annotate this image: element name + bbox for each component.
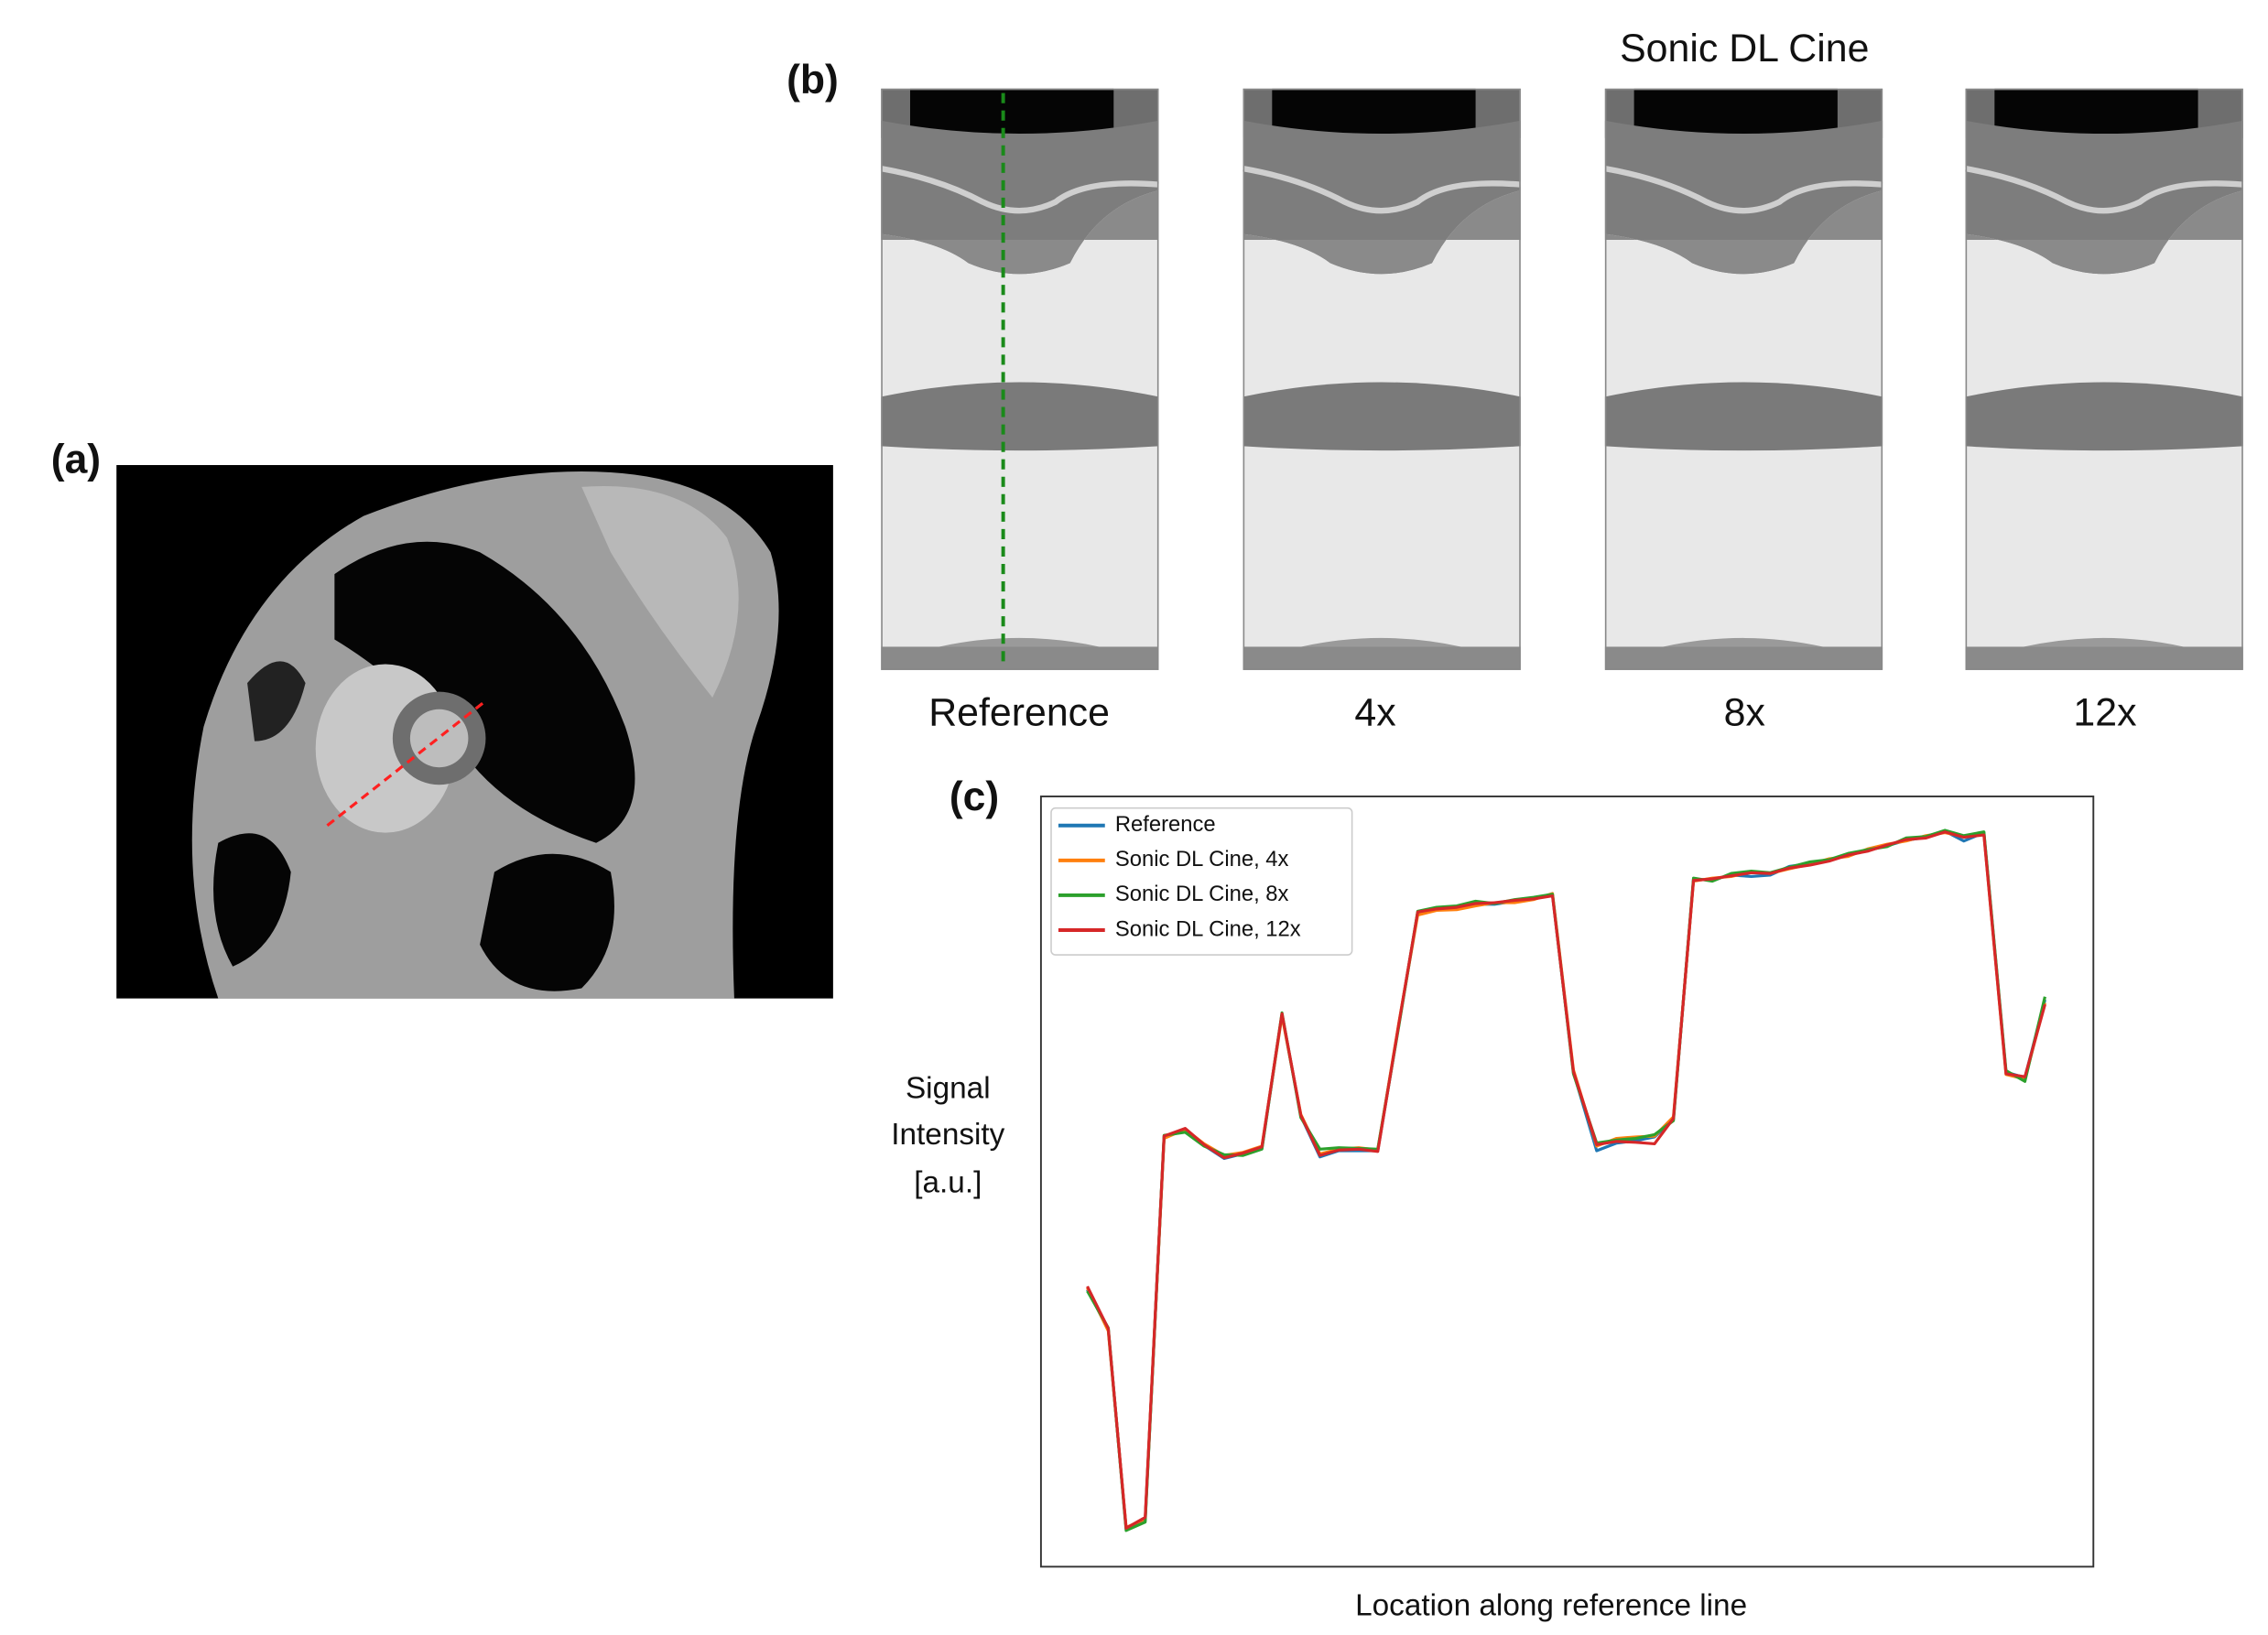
image-label: 8x	[1724, 690, 1765, 734]
legend-box	[1050, 807, 1353, 956]
x-axis-label: Location along reference line	[1355, 1589, 1747, 1623]
panel-label: (a)	[51, 438, 101, 482]
legend-label: Sonic DL Cine, 8x	[1115, 882, 1289, 906]
panel-label: (b)	[787, 58, 839, 103]
legend-label: Sonic DL Cine, 4x	[1115, 847, 1289, 872]
y-axis-label: Intensity	[891, 1118, 1004, 1152]
legend-label: Reference	[1115, 812, 1216, 837]
panel-label: (c)	[950, 774, 999, 819]
image-label: 12x	[2073, 690, 2136, 734]
data-line	[1086, 830, 2046, 1530]
legend-label: Sonic DL Cine, 12x	[1115, 916, 1301, 941]
image-label: Reference	[928, 690, 1110, 734]
y-axis-label: Signal	[906, 1071, 991, 1105]
images-title: Sonic DL Cine	[1620, 27, 1869, 70]
image-label: 4x	[1354, 690, 1395, 734]
mri-image	[116, 465, 833, 999]
image-strips	[881, 89, 2243, 670]
y-axis-label: [a.u.]	[914, 1166, 982, 1200]
plot-frame	[1039, 796, 2095, 1568]
